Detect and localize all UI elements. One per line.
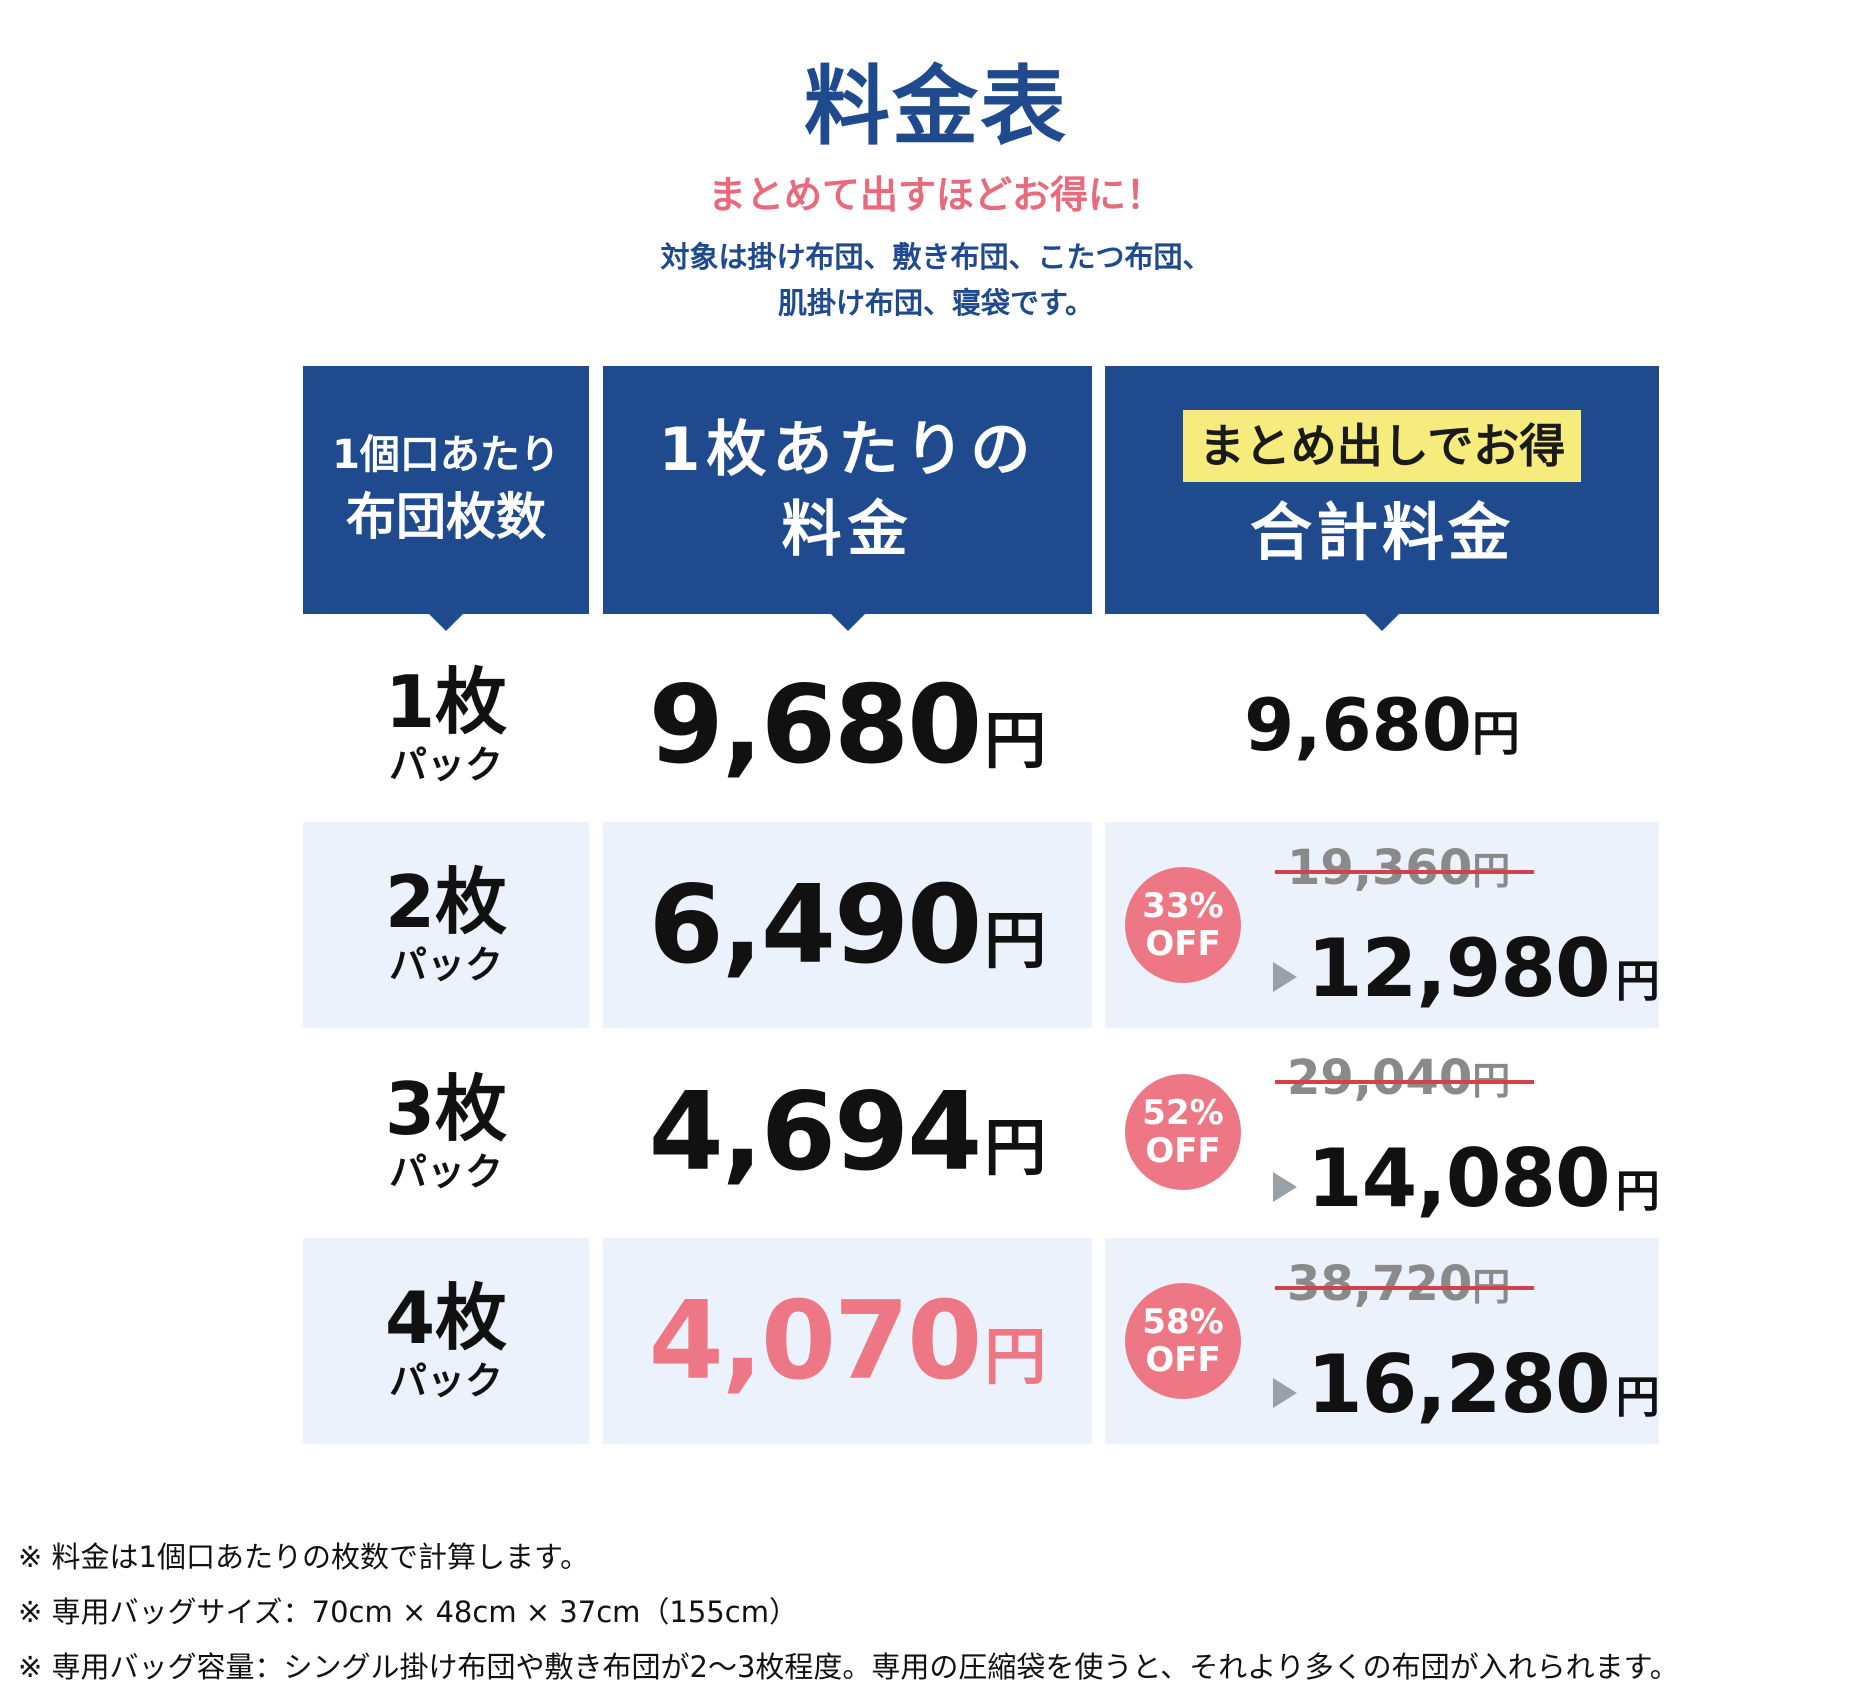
- total-price-value: 14,080: [1307, 1132, 1611, 1225]
- yen-label: 円: [1615, 1372, 1660, 1423]
- discount-badge: 58% OFF: [1125, 1283, 1241, 1399]
- row-3-total-cell: 52% OFF 29,040円 14,080 円: [1105, 1032, 1660, 1232]
- yen-label: 円: [1615, 1166, 1660, 1217]
- row-1-unit-price-cell: 9,680円: [603, 630, 1092, 820]
- row-3-unit-price-cell: 4,694円: [603, 1032, 1092, 1232]
- discount-off-label: OFF: [1145, 1131, 1221, 1171]
- triangle-arrow-icon: [1273, 1172, 1297, 1202]
- header-unit-price: 1枚あたりの 料金: [603, 366, 1092, 631]
- row-2-unit-price-cell: 6,490円: [603, 822, 1092, 1028]
- total-price-value: 9,680: [1244, 683, 1472, 767]
- row-1-count-cell: 1枚 パック: [303, 630, 589, 820]
- header-badge: まとめ出しでお得: [1182, 410, 1582, 482]
- description-line: 対象は掛け布団、敷き布団、こたつ布団、: [660, 240, 1212, 274]
- yen-label: 円: [1472, 849, 1511, 893]
- yen-label: 円: [1471, 706, 1520, 762]
- pack-label: パック: [388, 1150, 503, 1194]
- unit-price-value: 9,680: [648, 662, 983, 788]
- discount-percent: 52%: [1142, 1093, 1224, 1133]
- discount-badge: 52% OFF: [1125, 1074, 1241, 1190]
- row-4-total-cell: 58% OFF 38,720円 16,280 円: [1105, 1238, 1660, 1444]
- unit-price: 6,490円: [649, 863, 1047, 988]
- yen-label: 円: [984, 1110, 1047, 1184]
- futon-count: 2枚: [384, 860, 508, 944]
- note-item: ※ 専用バッグ容量：シングル掛け布団や敷き布団が2～3枚程度。専用の圧縮袋を使う…: [18, 1650, 1679, 1684]
- discount-off-label: OFF: [1145, 1340, 1221, 1380]
- header-text: 1個口あたり: [332, 432, 560, 478]
- total-price-value: 12,980: [1307, 922, 1611, 1015]
- pack-label: パック: [388, 943, 503, 987]
- yen-label: 円: [984, 903, 1047, 977]
- header-text: 合計料金: [1249, 496, 1514, 569]
- target-description: 対象は掛け布団、敷き布団、こたつ布団、 肌掛け布団、寝袋です。: [0, 234, 1872, 326]
- original-price: 38,720円: [1274, 1256, 1535, 1312]
- row-4-unit-price-cell: 4,070円: [603, 1238, 1092, 1444]
- row-3-count-cell: 3枚 パック: [303, 1032, 589, 1232]
- total-price: 9,680円: [1244, 683, 1520, 767]
- description-line: 肌掛け布団、寝袋です。: [777, 286, 1095, 320]
- unit-price-value: 4,694: [648, 1069, 983, 1195]
- row-4-count-cell: 4枚 パック: [303, 1238, 589, 1444]
- row-1-total-cell: 9,680円: [1105, 630, 1659, 820]
- yen-label: 円: [1472, 1059, 1511, 1103]
- original-price-value: 29,040: [1287, 1050, 1473, 1106]
- notes-section: ※ 料金は1個口あたりの枚数で計算します。 ※ 専用バッグサイズ：70cm × …: [18, 1530, 1679, 1694]
- triangle-arrow-icon: [1273, 1378, 1297, 1408]
- yen-label: 円: [984, 1319, 1047, 1393]
- original-price: 29,040円: [1274, 1050, 1535, 1106]
- discounted-total: 12,980 円: [1307, 922, 1660, 1015]
- pack-label: パック: [388, 743, 503, 787]
- futon-count: 4枚: [384, 1276, 508, 1360]
- header-text: 料金: [781, 495, 914, 565]
- unit-price: 4,694円: [649, 1070, 1047, 1195]
- header-total-price: まとめ出しでお得 合計料金: [1105, 366, 1659, 631]
- yen-label: 円: [1472, 1265, 1511, 1309]
- unit-price-highlight: 4,070円: [649, 1279, 1047, 1404]
- original-price-value: 19,360: [1287, 840, 1473, 896]
- yen-label: 円: [1615, 956, 1660, 1007]
- discounted-total: 16,280 円: [1307, 1338, 1660, 1431]
- discount-percent: 58%: [1142, 1302, 1224, 1342]
- discount-badge: 33% OFF: [1125, 867, 1241, 983]
- page-title: 料金表: [804, 57, 1068, 157]
- header-futon-count: 1個口あたり 布団枚数: [303, 366, 589, 631]
- discount-off-label: OFF: [1145, 924, 1221, 964]
- row-2-total-cell: 33% OFF 19,360円 12,980 円: [1105, 822, 1660, 1028]
- note-item: ※ 専用バッグサイズ：70cm × 48cm × 37cm（155cm）: [18, 1595, 798, 1629]
- futon-count: 1枚: [384, 660, 508, 744]
- header-text: 1枚あたりの: [658, 415, 1037, 485]
- unit-price-value: 4,070: [648, 1278, 983, 1404]
- triangle-arrow-icon: [1273, 962, 1297, 992]
- pack-label: パック: [388, 1359, 503, 1403]
- unit-price: 9,680円: [649, 663, 1047, 788]
- total-price-value: 16,280: [1307, 1338, 1611, 1431]
- futon-count: 3枚: [384, 1067, 508, 1151]
- header-text: 布団枚数: [346, 488, 546, 546]
- row-2-count-cell: 2枚 パック: [303, 822, 589, 1028]
- original-price: 19,360円: [1274, 840, 1535, 896]
- yen-label: 円: [984, 703, 1047, 777]
- page-subtitle: まとめて出すほどお得に！: [707, 173, 1164, 217]
- original-price-value: 38,720: [1287, 1256, 1473, 1312]
- unit-price-value: 6,490: [648, 862, 983, 988]
- discount-percent: 33%: [1142, 886, 1224, 926]
- note-item: ※ 料金は1個口あたりの枚数で計算します。: [18, 1540, 590, 1574]
- discounted-total: 14,080 円: [1307, 1132, 1660, 1225]
